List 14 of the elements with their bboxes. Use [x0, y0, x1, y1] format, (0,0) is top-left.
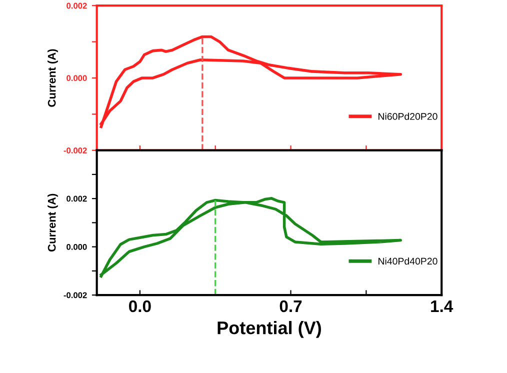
y-tick-label: -0.002: [64, 292, 87, 298]
x-axis-title: Potential (V): [218, 320, 321, 338]
y-tick-label: 0.002: [66, 2, 87, 9]
y-tick-label: 0.000: [66, 244, 87, 250]
legend-label: Ni40Pd40P20: [378, 257, 438, 265]
y-axis-title: Current (A): [48, 194, 58, 252]
x-tick-label: 0.0: [129, 300, 151, 312]
x-tick-label: 0.7: [280, 300, 302, 312]
x-tick-label: 1.4: [431, 300, 454, 312]
y-tick-label: 0.000: [66, 75, 87, 82]
y-tick-label: 0.002: [66, 196, 87, 202]
y-tick-label: -0.002: [64, 148, 87, 154]
legend-label: Ni60Pd20P20: [378, 112, 438, 120]
y-axis-title: Current (A): [48, 49, 58, 107]
